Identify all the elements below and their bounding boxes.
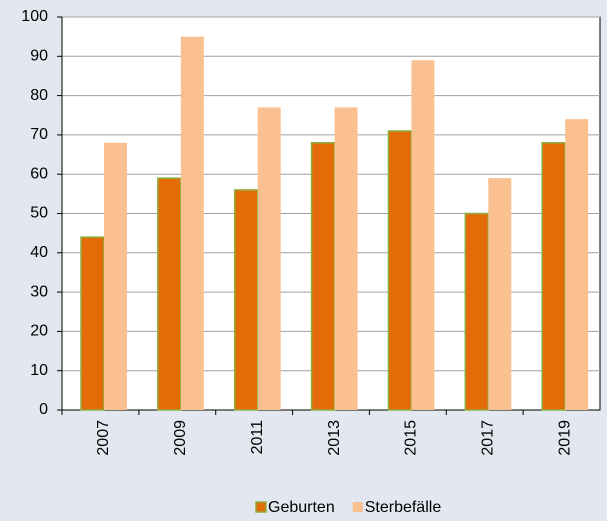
bar [180, 36, 204, 411]
bar [310, 142, 336, 411]
y-tick-label: 30 [30, 283, 48, 300]
y-tick-label: 0 [39, 401, 48, 418]
bar [157, 177, 182, 411]
x-tick-label: 2015 [403, 420, 420, 456]
y-tick-label: 80 [30, 87, 48, 104]
bar [488, 178, 512, 410]
y-tick-label: 70 [30, 126, 48, 143]
legend-swatch [352, 502, 363, 512]
x-tick-label: 2013 [326, 420, 343, 456]
legend-label: Sterbefälle [365, 499, 442, 516]
bar [464, 212, 490, 411]
y-tick-label: 20 [30, 323, 48, 340]
x-tick-label: 2019 [556, 420, 573, 456]
y-tick-label: 60 [30, 165, 48, 182]
x-tick-label: 2017 [480, 420, 497, 456]
x-tick-label: 2007 [95, 420, 112, 456]
bar [80, 236, 105, 411]
x-tick-label: 2009 [172, 420, 189, 456]
legend-label: Geburten [268, 499, 335, 516]
y-tick-label: 40 [30, 244, 48, 261]
bar [565, 119, 589, 411]
bar [233, 189, 259, 411]
y-tick-label: 10 [30, 362, 48, 379]
y-tick-label: 90 [30, 48, 48, 65]
x-tick-label: 2011 [249, 420, 266, 455]
bar [257, 107, 281, 410]
bar [387, 130, 413, 411]
y-tick-label: 50 [30, 205, 48, 222]
bar [411, 60, 435, 410]
bar [541, 142, 566, 411]
bar [334, 107, 358, 410]
legend-swatch [255, 501, 267, 513]
bar [104, 142, 127, 410]
y-tick-label: 100 [21, 8, 48, 25]
